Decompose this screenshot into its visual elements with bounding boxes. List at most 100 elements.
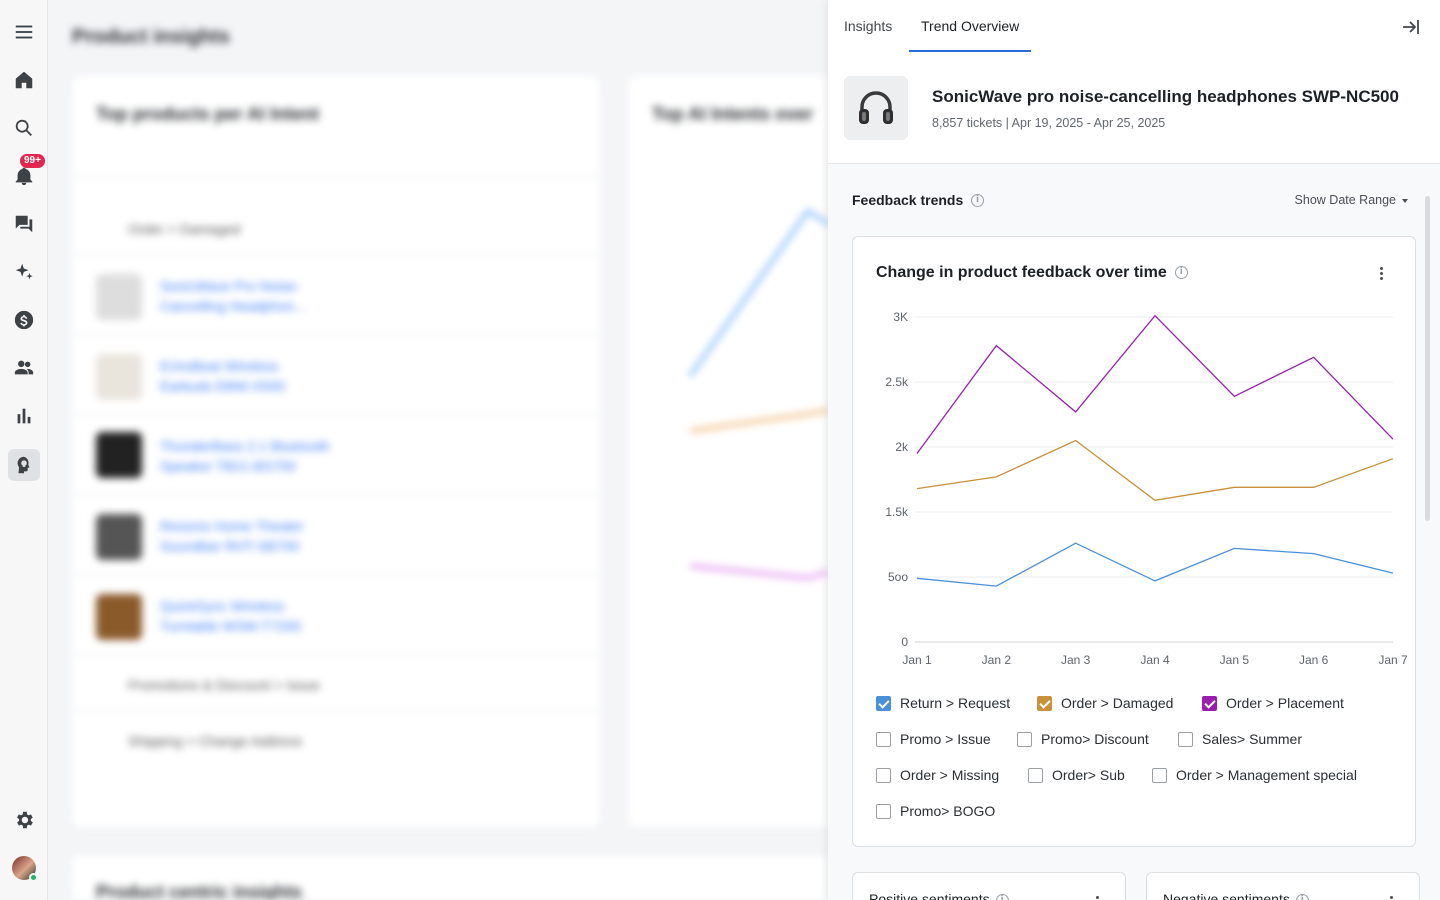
positive-sentiments-label: Positive sentiments: [869, 891, 990, 900]
insights-icon[interactable]: [8, 449, 40, 481]
negative-sentiments-card: Negative sentiments i: [1146, 872, 1420, 900]
legend-label: Sales> Summer: [1202, 731, 1302, 747]
product-meta: 8,857 tickets | Apr 19, 2025 - Apr 25, 2…: [932, 116, 1166, 130]
x-tick-label: Jan 2: [982, 653, 1012, 667]
positive-sentiments-card: Positive sentiments i: [852, 872, 1126, 900]
left-navigation-rail: 99+: [0, 0, 48, 900]
billing-icon[interactable]: [8, 304, 40, 336]
bg-thumb: [96, 274, 142, 320]
x-tick-label: Jan 7: [1378, 653, 1408, 667]
info-icon[interactable]: i: [1295, 893, 1309, 900]
y-tick-label: 2.5k: [885, 375, 909, 389]
page-title: Product insights: [72, 26, 230, 48]
bg-row-text: Promotions & Discount > Issue: [128, 677, 320, 693]
product-centric-title: Product centric insights: [96, 882, 303, 900]
legend-checkbox[interactable]: [1017, 732, 1032, 747]
positive-card-menu-icon[interactable]: [1091, 895, 1103, 900]
product-name: SonicWave pro noise-cancelling headphone…: [932, 87, 1399, 106]
series-line: [916, 542, 1394, 587]
bg-thumb: [96, 432, 142, 478]
trend-overview-panel: Insights Trend Overview SonicWave pro no…: [828, 0, 1440, 900]
x-tick-label: Jan 3: [1061, 653, 1091, 667]
online-status-dot: [29, 873, 38, 882]
caret-down-icon: [1402, 198, 1408, 203]
y-tick-label: 1.5k: [885, 505, 909, 519]
y-tick-label: 3K: [893, 310, 908, 324]
info-icon[interactable]: i: [971, 194, 984, 207]
legend-checkbox[interactable]: [1028, 768, 1043, 783]
legend-checkbox[interactable]: [1178, 732, 1193, 747]
feedback-trends-label: Feedback trends: [852, 192, 964, 208]
people-icon[interactable]: [8, 352, 40, 384]
legend-checkbox[interactable]: [1037, 696, 1052, 711]
legend-checkbox[interactable]: [1152, 768, 1167, 783]
chart-menu-icon[interactable]: [1375, 266, 1387, 280]
legend-checkbox[interactable]: [876, 768, 891, 783]
x-tick-label: Jan 6: [1299, 653, 1329, 667]
settings-icon[interactable]: [8, 804, 40, 836]
tab-trend-overview[interactable]: Trend Overview: [908, 0, 1032, 52]
legend-label: Order > Damaged: [1061, 695, 1174, 711]
panel-body: Feedback trends i Show Date Range Change…: [828, 164, 1440, 900]
bg-thumb: [96, 514, 142, 560]
feedback-trends-title: Feedback trends i: [852, 192, 984, 208]
bg-link: EchoBeat Wireless Earbuds EBW-X500: [160, 358, 286, 394]
legend-checkbox[interactable]: [876, 804, 891, 819]
top-products-title: Top products per AI Intent: [96, 104, 319, 124]
product-header: SonicWave pro noise-cancelling headphone…: [828, 52, 1440, 164]
negative-card-menu-icon[interactable]: [1385, 895, 1397, 900]
top-products-card: Top products per AI Intent Order > Damag…: [72, 76, 600, 828]
legend-checkbox[interactable]: [876, 696, 891, 711]
bg-thumb: [96, 354, 142, 400]
show-date-range-dropdown[interactable]: Show Date Range: [1295, 193, 1408, 207]
x-tick-label: Jan 1: [902, 653, 932, 667]
y-tick-label: 2k: [895, 440, 909, 454]
date-range-label: Show Date Range: [1294, 193, 1396, 207]
legend-label: Order > Management special: [1176, 767, 1357, 783]
analytics-icon[interactable]: [8, 400, 40, 432]
legend-checkbox[interactable]: [876, 732, 891, 747]
feedback-chart-card: Change in product feedback over time i 0 5…: [852, 236, 1416, 847]
conversations-icon[interactable]: [8, 208, 40, 240]
product-centric-card: Product centric insights: [72, 856, 828, 900]
bg-link: QuickSync Wireless Turntable WSM-T7200: [160, 598, 302, 634]
bg-link: ThunderBass 2.1 Bluetooth Speaker TB21-BS…: [160, 438, 330, 474]
collapse-panel-icon[interactable]: [1400, 16, 1422, 38]
legend-label: Order> Sub: [1052, 767, 1125, 783]
search-icon[interactable]: [8, 112, 40, 144]
chart-title: Change in product feedback over time i: [876, 264, 1188, 282]
ai-sparkle-icon[interactable]: [8, 256, 40, 288]
chart-title-label: Change in product feedback over time: [876, 264, 1167, 281]
y-tick-label: 0: [901, 635, 908, 649]
legend-label: Promo> Discount: [1041, 731, 1149, 747]
negative-sentiments-title: Negative sentiments i: [1163, 891, 1309, 900]
panel-tabs: Insights Trend Overview: [828, 0, 1440, 52]
x-tick-label: Jan 4: [1140, 653, 1170, 667]
bg-row-text: Order > Damaged: [128, 221, 241, 237]
negative-sentiments-label: Negative sentiments: [1163, 891, 1290, 900]
info-icon[interactable]: i: [1174, 266, 1188, 280]
legend-label: Promo> BOGO: [900, 803, 996, 819]
positive-sentiments-title: Positive sentiments i: [869, 891, 1009, 900]
y-tick-label: 5oo: [888, 570, 908, 584]
notifications-icon[interactable]: [8, 160, 40, 192]
bg-link: Resonix Home Theater Soundbar RHT-SB700: [160, 518, 304, 554]
legend-label: Return > Request: [900, 695, 1011, 711]
legend-label: Promo > Issue: [900, 731, 991, 747]
x-tick-label: Jan 5: [1220, 653, 1250, 667]
panel-scrollbar[interactable]: [1425, 196, 1430, 521]
background-page: Product insights Top products per AI Int…: [48, 0, 828, 900]
info-icon[interactable]: i: [995, 893, 1009, 900]
legend-checkbox[interactable]: [1202, 696, 1217, 711]
home-icon[interactable]: [8, 64, 40, 96]
legend-label: Order > Placement: [1226, 695, 1344, 711]
notification-badge: 99+: [20, 154, 45, 168]
user-avatar[interactable]: [12, 856, 38, 882]
bg-link: SonicWave Pro Noise- Cancelling Headphon.…: [160, 278, 306, 314]
bg-chart: [688, 208, 828, 581]
menu-icon[interactable]: [8, 16, 40, 48]
top-intents-title: Top AI Intents over: [652, 104, 814, 124]
bg-row-text: Shipping > Change Address: [128, 733, 302, 749]
tab-insights[interactable]: Insights: [844, 18, 893, 34]
series-line: [916, 439, 1394, 501]
